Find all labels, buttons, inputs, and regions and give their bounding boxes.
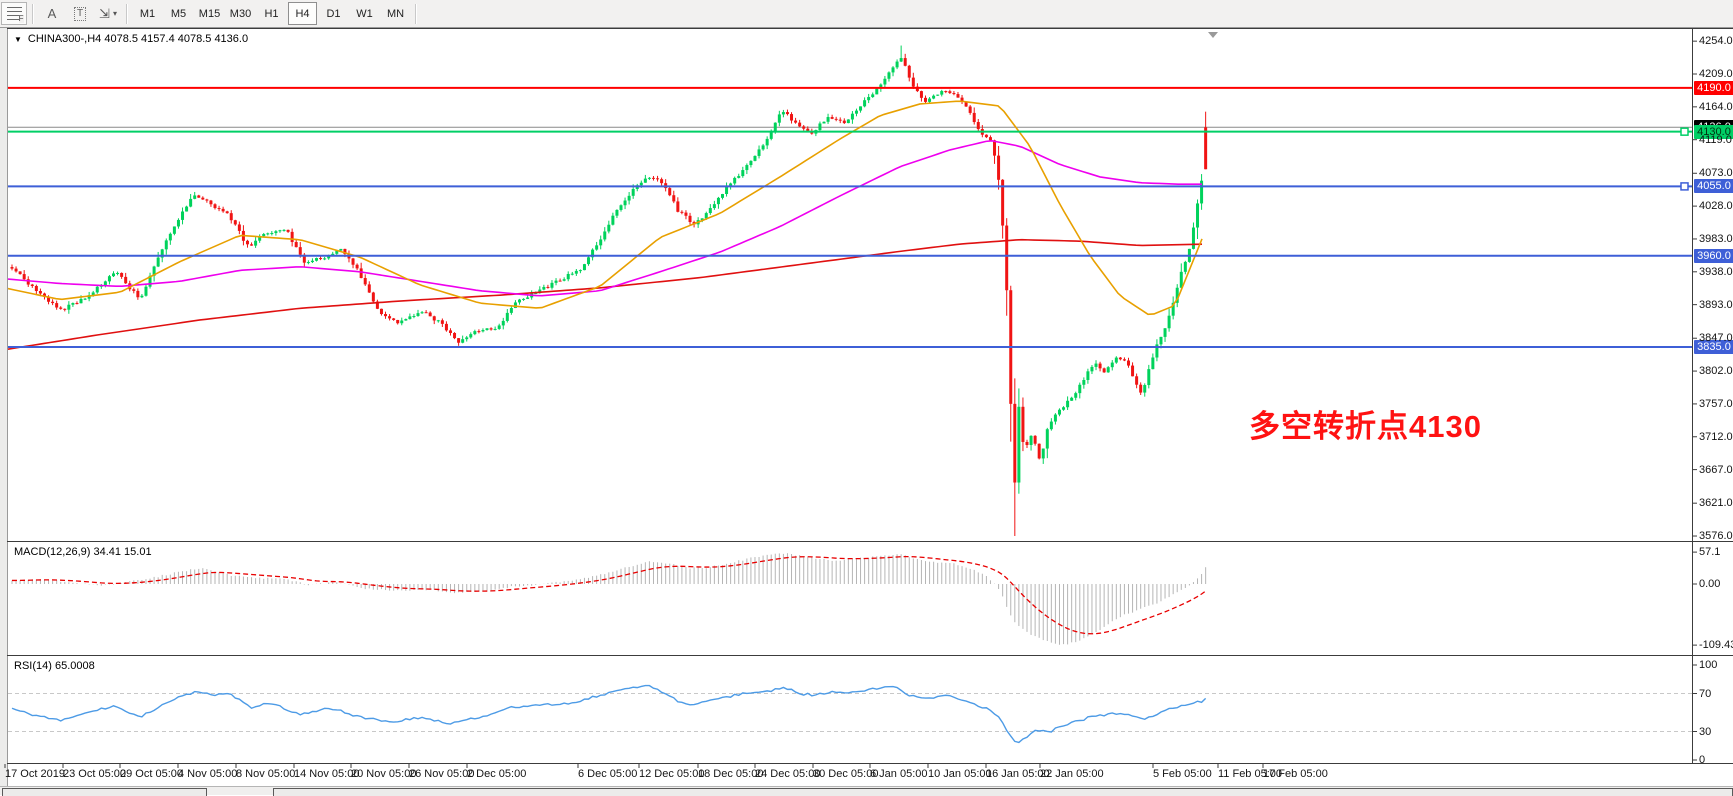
timeframe-m1-button[interactable]: M1 (139, 7, 156, 20)
timeframe-m30-button[interactable]: M30 (229, 7, 252, 20)
timeframe-m15-button[interactable]: M15 (198, 7, 221, 20)
chart-title: ▼ CHINA300-,H4 4078.5 4157.4 4078.5 4136.… (14, 33, 248, 45)
label-tool-icon: T (73, 6, 87, 21)
fibonacci-tool-button[interactable]: F (1, 2, 27, 25)
toolbar-separator (415, 3, 417, 24)
chevron-down-icon: ▾ (112, 9, 117, 18)
timeframe-mn-button[interactable]: MN (386, 7, 405, 20)
arrows-tool-button[interactable]: ⇲ ▾ (95, 2, 121, 25)
toolbar-separator (126, 3, 128, 24)
timeframe-w1-button[interactable]: W1 (356, 7, 373, 20)
rsi-indicator-label: RSI(14) 65.0008 (14, 660, 95, 672)
timeframe-d1-button[interactable]: D1 (326, 7, 341, 20)
text-tool-button[interactable]: A (39, 2, 65, 25)
timeframe-m5-button[interactable]: M5 (170, 7, 187, 20)
text-tool-icon: A (47, 6, 57, 21)
macd-indicator-label: MACD(12,26,9) 34.41 15.01 (14, 546, 152, 558)
timeframe-group: M1 M5 M15 M30 H1 H4 D1 W1 MN (132, 2, 411, 25)
chart-title-text: CHINA300-,H4 4078.5 4157.4 4078.5 4136.0 (27, 33, 249, 45)
toolbar-separator (32, 3, 34, 24)
fibonacci-icon: F (6, 7, 24, 23)
bottom-panel-tab[interactable] (2, 788, 207, 796)
timeframe-h4-button[interactable]: H4 (288, 2, 317, 25)
label-tool-button[interactable]: T (67, 2, 93, 25)
arrows-icon: ⇲ (99, 5, 110, 21)
chart-annotation-text[interactable]: 多空转折点4130 (1249, 409, 1482, 444)
window-left-border (0, 27, 8, 794)
timeframe-h1-button[interactable]: H1 (264, 7, 279, 20)
top-toolbar: F A T ⇲ ▾ M1 M5 M15 M30 H1 H4 D1 W1 MN (0, 0, 1733, 28)
chart-dropdown-icon[interactable]: ▼ (14, 35, 22, 44)
bottom-panel-tab[interactable] (273, 788, 1733, 796)
